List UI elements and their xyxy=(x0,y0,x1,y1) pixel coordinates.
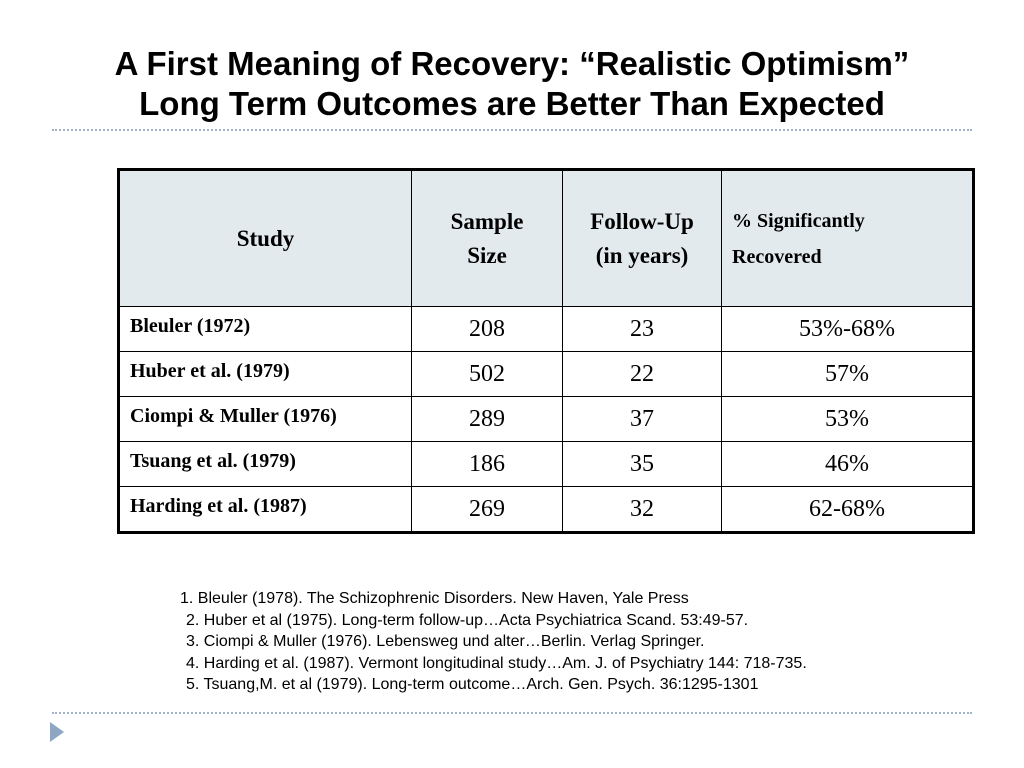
title-divider xyxy=(52,129,972,131)
reference-item: 2. Huber et al (1975). Long-term follow-… xyxy=(186,611,749,629)
header-sample-size-label-2: Size xyxy=(467,242,507,268)
header-sample-size: Sample Size xyxy=(411,170,563,307)
cell-pct-recovered: 46% xyxy=(721,441,973,487)
reference-item: 5. Tsuang,M. et al (1979). Long-term out… xyxy=(186,676,759,693)
cell-pct-recovered: 53% xyxy=(721,396,973,442)
cell-study: Tsuang et al. (1979) xyxy=(119,441,412,487)
cell-follow-up: 22 xyxy=(562,351,722,397)
slide-title-line-1: A First Meaning of Recovery: “Realistic … xyxy=(114,45,910,82)
cell-sample-size: 502 xyxy=(411,351,563,397)
cell-study: Ciompi & Muller (1976) xyxy=(119,396,412,442)
header-pct-recovered: % Significantly Recovered xyxy=(721,170,973,307)
header-follow-up-label-1: Follow-Up xyxy=(590,208,694,234)
header-follow-up-label-2: (in years) xyxy=(595,242,689,268)
table-row: Huber et al. (1979) 502 22 57% xyxy=(119,351,973,397)
reference-item: 1. Bleuler (1978). The Schizophrenic Dis… xyxy=(180,590,689,607)
cell-follow-up: 32 xyxy=(562,486,722,532)
cell-study: Bleuler (1972) xyxy=(119,306,412,352)
header-pct-label-1: % Significantly xyxy=(732,209,865,232)
cell-follow-up: 23 xyxy=(562,306,722,352)
header-sample-size-label-1: Sample xyxy=(450,208,524,234)
cell-follow-up: 35 xyxy=(562,441,722,487)
header-study-label: Study xyxy=(236,225,295,251)
slide-title: A First Meaning of Recovery: “Realistic … xyxy=(0,44,1024,124)
references-list: 1. Bleuler (1978). The Schizophrenic Dis… xyxy=(180,588,807,696)
slide-title-line-2: Long Term Outcomes are Better Than Expec… xyxy=(139,85,885,122)
cell-study: Huber et al. (1979) xyxy=(119,351,412,397)
cell-sample-size: 289 xyxy=(411,396,563,442)
cell-study: Harding et al. (1987) xyxy=(119,486,412,532)
table-row: Tsuang et al. (1979) 186 35 46% xyxy=(119,441,973,487)
cell-follow-up: 37 xyxy=(562,396,722,442)
triangle-right-icon[interactable] xyxy=(50,722,64,742)
header-pct-label-2: Recovered xyxy=(732,245,822,268)
cell-sample-size: 269 xyxy=(411,486,563,532)
footer-divider xyxy=(52,712,972,714)
reference-item: 4. Harding et al. (1987). Vermont longit… xyxy=(186,654,807,672)
header-study: Study xyxy=(119,170,412,307)
table-row: Ciompi & Muller (1976) 289 37 53% xyxy=(119,396,973,442)
recovery-outcomes-table: Study Sample Size Follow-Up (in years) %… xyxy=(117,168,975,534)
cell-sample-size: 186 xyxy=(411,441,563,487)
header-follow-up: Follow-Up (in years) xyxy=(562,170,722,307)
cell-pct-recovered: 62-68% xyxy=(721,486,973,532)
table-header-row: Study Sample Size Follow-Up (in years) %… xyxy=(119,170,973,307)
cell-pct-recovered: 53%-68% xyxy=(721,306,973,352)
cell-pct-recovered: 57% xyxy=(721,351,973,397)
cell-sample-size: 208 xyxy=(411,306,563,352)
table-row: Bleuler (1972) 208 23 53%-68% xyxy=(119,306,973,352)
table-row: Harding et al. (1987) 269 32 62-68% xyxy=(119,486,973,532)
reference-item: 3. Ciompi & Muller (1976). Lebensweg und… xyxy=(186,633,705,650)
